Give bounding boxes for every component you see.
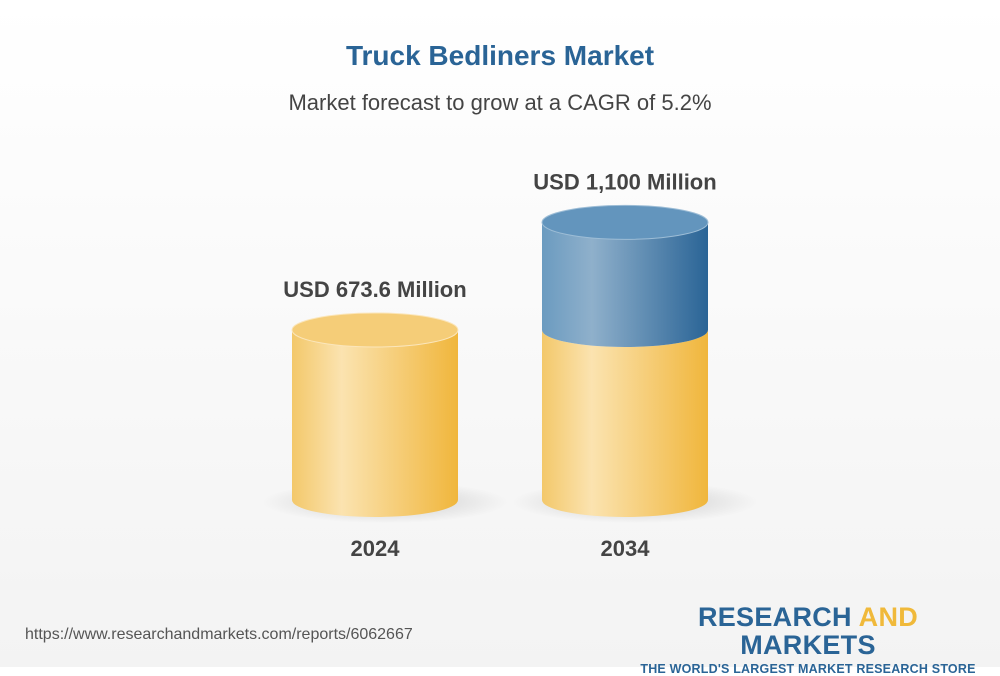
bar-base-2024 xyxy=(292,330,458,517)
bar-growth-2034 xyxy=(542,222,708,347)
chart-title: Truck Bedliners Market xyxy=(345,40,655,71)
chart-subtitle: Market forecast to grow at a CAGR of 5.2… xyxy=(288,90,712,115)
bar-top-2024 xyxy=(291,312,459,348)
category-label: 2024 xyxy=(351,536,401,561)
bar-base-2034 xyxy=(542,330,708,517)
data-label: USD 673.6 Million xyxy=(283,277,466,302)
data-label: USD 1,100 Million xyxy=(533,169,716,194)
source-url[interactable]: https://www.researchandmarkets.com/repor… xyxy=(25,626,413,643)
bar-top-2034 xyxy=(541,204,709,240)
category-label: 2034 xyxy=(601,536,651,561)
research-and-markets-logo: RESEARCH AND MARKETS THE WORLD'S LARGEST… xyxy=(640,602,976,676)
